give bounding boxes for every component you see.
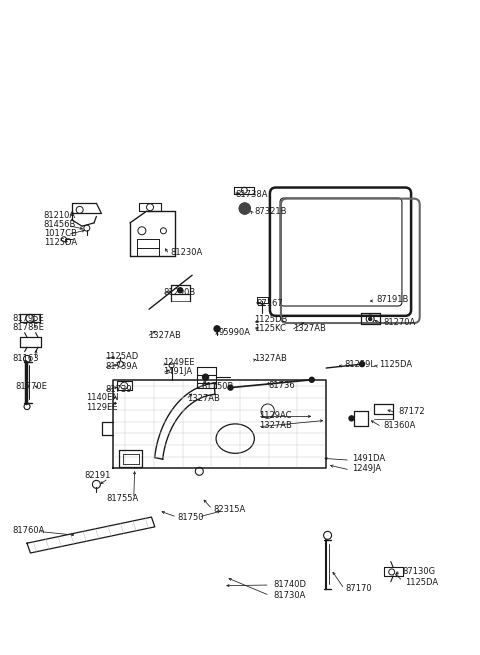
Text: 81739A: 81739A [105, 362, 137, 371]
Text: 81456B: 81456B [44, 219, 76, 229]
Text: 82315A: 82315A [214, 505, 246, 514]
Circle shape [240, 203, 250, 214]
Text: 81750: 81750 [178, 513, 204, 521]
Text: 81230A: 81230A [170, 248, 203, 257]
Text: 81360A: 81360A [384, 421, 416, 430]
Text: 81736: 81736 [269, 381, 296, 390]
Text: 87130G: 87130G [403, 567, 436, 576]
Text: 87167: 87167 [257, 299, 284, 309]
Text: 1140EN: 1140EN [86, 393, 119, 402]
Text: 1125DA: 1125DA [379, 360, 412, 369]
Text: 87172: 87172 [398, 407, 425, 416]
Text: 81785E: 81785E [12, 323, 45, 332]
Text: 81760A: 81760A [12, 525, 45, 534]
Text: 95990A: 95990A [218, 328, 251, 337]
Text: 1327AB: 1327AB [148, 331, 181, 340]
Text: 1491JA: 1491JA [163, 367, 192, 377]
Circle shape [203, 374, 208, 380]
Text: 1125AD: 1125AD [105, 352, 138, 362]
Text: 1129EE: 1129EE [86, 403, 118, 412]
Text: 81795E: 81795E [12, 314, 45, 323]
Text: 1327AB: 1327AB [254, 354, 287, 364]
Text: 1249JA: 1249JA [352, 464, 382, 473]
Text: 1129AC: 1129AC [259, 411, 292, 420]
Text: 81290B: 81290B [163, 288, 196, 297]
Text: 81750B: 81750B [202, 382, 234, 391]
Text: 81210A: 81210A [44, 210, 76, 219]
Text: 1327AB: 1327AB [293, 324, 325, 333]
Text: 81163: 81163 [12, 354, 39, 364]
Text: 81739: 81739 [105, 385, 132, 394]
Text: 87170: 87170 [345, 584, 372, 593]
Text: 1125DB: 1125DB [254, 314, 288, 324]
Circle shape [360, 362, 364, 367]
Text: 81259L: 81259L [344, 360, 375, 369]
Circle shape [369, 318, 372, 320]
Text: 81770E: 81770E [15, 382, 47, 391]
Text: 81270A: 81270A [384, 318, 416, 327]
Circle shape [178, 288, 183, 293]
Text: 81740D: 81740D [274, 580, 307, 589]
Text: 1125DA: 1125DA [44, 238, 77, 247]
Text: 1491DA: 1491DA [352, 454, 385, 462]
Circle shape [309, 377, 314, 383]
Text: 82191: 82191 [84, 472, 111, 480]
Text: 81730A: 81730A [274, 591, 306, 600]
Circle shape [214, 326, 220, 332]
Text: 87321B: 87321B [254, 208, 287, 216]
Text: 1327AB: 1327AB [187, 394, 220, 403]
Text: 1125DA: 1125DA [405, 578, 438, 587]
Text: 87191B: 87191B [376, 295, 409, 304]
Text: 1249EE: 1249EE [163, 358, 195, 367]
Text: 1017CB: 1017CB [44, 229, 77, 238]
Text: 81738A: 81738A [235, 190, 268, 198]
Circle shape [349, 416, 354, 421]
Text: 81755A: 81755A [106, 495, 138, 503]
Text: 1327AB: 1327AB [259, 421, 292, 430]
Circle shape [228, 385, 233, 390]
Text: 1125KC: 1125KC [254, 324, 286, 333]
